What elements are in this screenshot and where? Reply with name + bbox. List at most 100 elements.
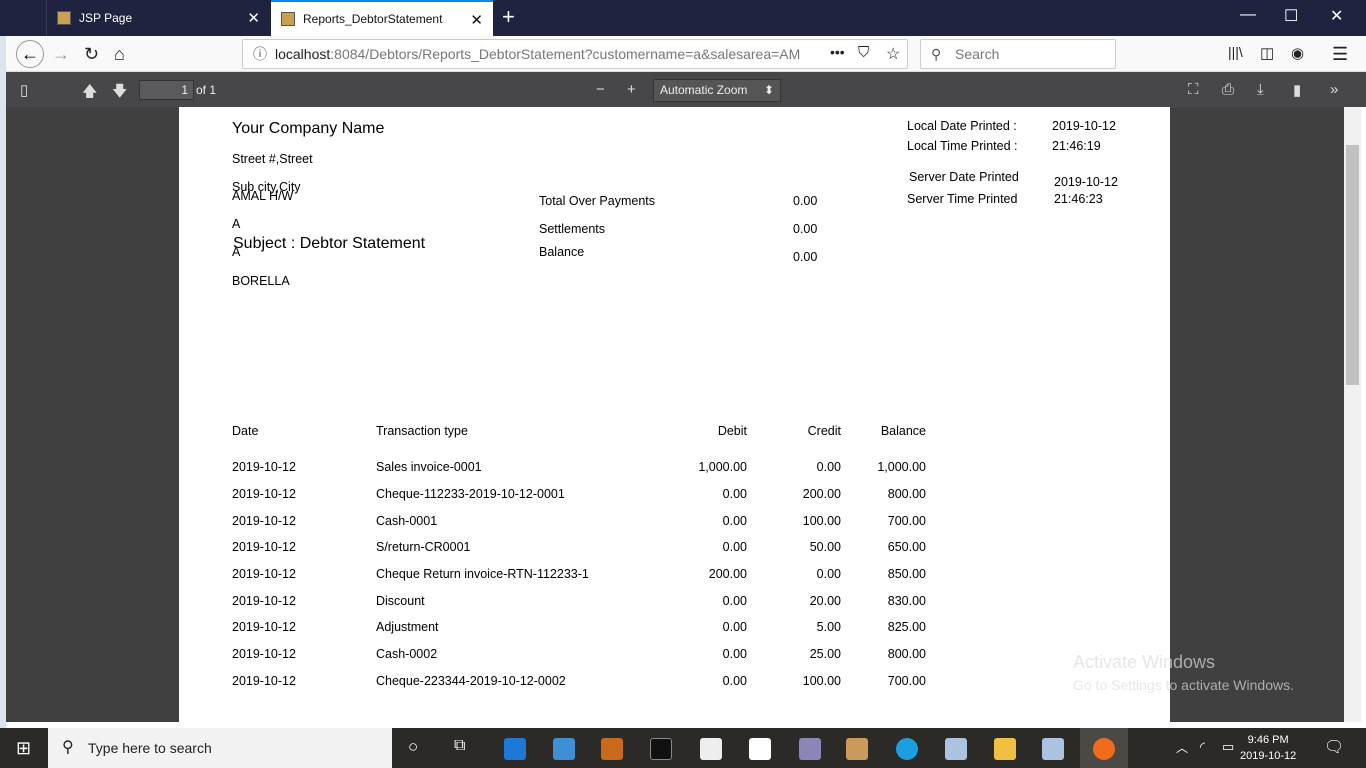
page-actions-icon[interactable]: ••• xyxy=(830,44,845,60)
cortana-icon[interactable]: ○ xyxy=(408,737,419,756)
task-view-icon[interactable]: ⧉ xyxy=(454,737,466,754)
tab-jsp-page[interactable]: JSP Page ✕ xyxy=(46,0,270,36)
column-header: Transaction type xyxy=(376,424,468,438)
print-icon[interactable]: ⎙ xyxy=(1222,81,1235,98)
edge-icon[interactable] xyxy=(504,738,526,760)
maximize-button[interactable]: ☐ xyxy=(1284,8,1299,25)
presentation-mode-icon[interactable]: ⛶ xyxy=(1188,81,1199,98)
row-balance: 1,000.00 xyxy=(877,460,926,474)
menu-icon[interactable]: ☰ xyxy=(1332,44,1349,64)
row-debit: 0.00 xyxy=(722,620,747,634)
scrollbar-thumb[interactable] xyxy=(1346,145,1359,385)
customer-line: BORELLA xyxy=(232,274,290,288)
customer-line: AMAL H/W xyxy=(232,189,294,203)
row-transaction-type: Cheque-223344-2019-10-12-0002 xyxy=(376,674,566,688)
column-header: Date xyxy=(232,424,259,438)
clock[interactable]: 9:46 PM 2019-10-12 xyxy=(1240,732,1296,764)
row-date: 2019-10-12 xyxy=(232,620,296,634)
tab-reports-debtor-statement[interactable]: Reports_DebtorStatement ✕ xyxy=(271,0,493,36)
row-credit: 200.00 xyxy=(802,487,841,501)
file-explorer-icon[interactable] xyxy=(994,738,1016,760)
activate-windows-title: Activate Windows xyxy=(1073,652,1216,672)
url-bar[interactable]: ⓘ localhost:8084/Debtors/Reports_DebtorSt… xyxy=(242,39,908,69)
app-icon[interactable] xyxy=(945,738,967,760)
row-date: 2019-10-12 xyxy=(232,540,296,554)
reload-button[interactable]: ↻ xyxy=(84,44,100,64)
calculator-icon[interactable] xyxy=(700,738,722,760)
company-name: Your Company Name xyxy=(232,120,385,137)
local-time: 21:46:19 xyxy=(1052,139,1101,153)
account-icon[interactable]: ◉ xyxy=(1291,45,1305,62)
paint-icon[interactable] xyxy=(846,738,868,760)
column-header: Balance xyxy=(880,424,926,438)
row-date: 2019-10-12 xyxy=(232,514,296,528)
row-balance: 800.00 xyxy=(887,647,926,661)
row-date: 2019-10-12 xyxy=(232,487,296,501)
store-icon[interactable] xyxy=(749,738,771,760)
firefox-icon xyxy=(1093,738,1115,760)
row-debit: 0.00 xyxy=(722,514,747,528)
clock-date: 2019-10-12 xyxy=(1240,750,1297,762)
bookmark-star-icon[interactable]: ☆ xyxy=(886,46,901,63)
show-hidden-icons[interactable]: ︿ xyxy=(1176,741,1189,755)
zoom-out-button[interactable]: − xyxy=(596,81,605,98)
sidebar-icon[interactable]: ◫ xyxy=(1260,45,1275,62)
tools-icon[interactable]: » xyxy=(1330,81,1339,98)
previous-page-icon[interactable]: 🡅 xyxy=(82,83,98,100)
toggle-sidebar-icon[interactable]: ▯ xyxy=(20,82,29,99)
app-icon[interactable] xyxy=(1042,738,1064,760)
firefox-taskbar-button[interactable] xyxy=(1080,728,1128,768)
row-debit: 0.00 xyxy=(722,674,747,688)
app-icon[interactable] xyxy=(601,738,623,760)
tab-label: JSP Page xyxy=(79,11,133,25)
zoom-value: Automatic Zoom xyxy=(660,83,748,97)
row-date: 2019-10-12 xyxy=(232,647,296,661)
bookmark-icon[interactable]: ▮ xyxy=(1293,82,1302,99)
home-button[interactable]: ⌂ xyxy=(114,44,125,64)
notifications-icon[interactable]: 🗨 xyxy=(1324,739,1345,756)
next-page-icon[interactable]: 🡇 xyxy=(112,83,128,100)
row-balance: 700.00 xyxy=(887,514,926,528)
row-balance: 825.00 xyxy=(887,620,926,634)
battery-icon[interactable]: ▭ xyxy=(1222,739,1235,754)
row-transaction-type: Sales invoice-0001 xyxy=(376,460,482,474)
row-transaction-type: Cheque-112233-2019-10-12-0001 xyxy=(376,487,565,501)
new-tab-button[interactable]: + xyxy=(502,4,515,29)
row-date: 2019-10-12 xyxy=(232,594,296,608)
close-tab-icon[interactable]: ✕ xyxy=(247,10,260,27)
row-balance: 830.00 xyxy=(887,594,926,608)
app-icon[interactable] xyxy=(553,738,575,760)
network-icon[interactable]: ◜ xyxy=(1200,739,1206,754)
row-date: 2019-10-12 xyxy=(232,567,296,581)
search-input[interactable]: ⚲ Search xyxy=(920,39,1116,69)
terminal-icon[interactable] xyxy=(650,738,672,760)
clock-time: 9:46 PM xyxy=(1247,734,1289,746)
row-debit: 200.00 xyxy=(708,567,747,581)
taskbar-search[interactable]: ⚲ Type here to search xyxy=(48,728,392,768)
zoom-in-button[interactable]: + xyxy=(627,81,636,98)
tomcat-favicon-icon xyxy=(281,12,295,26)
library-icon[interactable]: |||\ xyxy=(1228,44,1243,60)
close-window-button[interactable]: ✕ xyxy=(1330,8,1344,25)
forward-button[interactable]: → xyxy=(52,44,70,64)
skype-icon[interactable] xyxy=(896,738,918,760)
pdf-page: Your Company Name Street #,Street Sub ci… xyxy=(179,107,1170,722)
minimize-button[interactable]: — xyxy=(1240,6,1256,23)
app-icon[interactable] xyxy=(799,738,821,760)
row-date: 2019-10-12 xyxy=(232,460,296,474)
tomcat-favicon-icon xyxy=(57,11,71,25)
windows-start-icon[interactable]: ⊞ xyxy=(16,738,32,758)
row-balance: 700.00 xyxy=(887,674,926,688)
back-button[interactable]: ← xyxy=(16,40,44,68)
row-credit: 0.00 xyxy=(816,460,841,474)
row-balance: 850.00 xyxy=(887,567,926,581)
select-arrows-icon: ⬍ xyxy=(763,83,774,97)
zoom-select[interactable]: Automatic Zoom ⬍ xyxy=(653,79,781,102)
close-tab-icon[interactable]: ✕ xyxy=(470,12,483,29)
summary-label: Balance xyxy=(539,245,585,259)
pocket-icon[interactable]: ⛉ xyxy=(858,44,870,61)
download-icon[interactable]: ⤓ xyxy=(1257,81,1264,98)
row-credit: 100.00 xyxy=(802,514,841,528)
page-number-input[interactable]: 1 xyxy=(139,80,194,100)
summary-label: Settlements xyxy=(539,222,606,236)
